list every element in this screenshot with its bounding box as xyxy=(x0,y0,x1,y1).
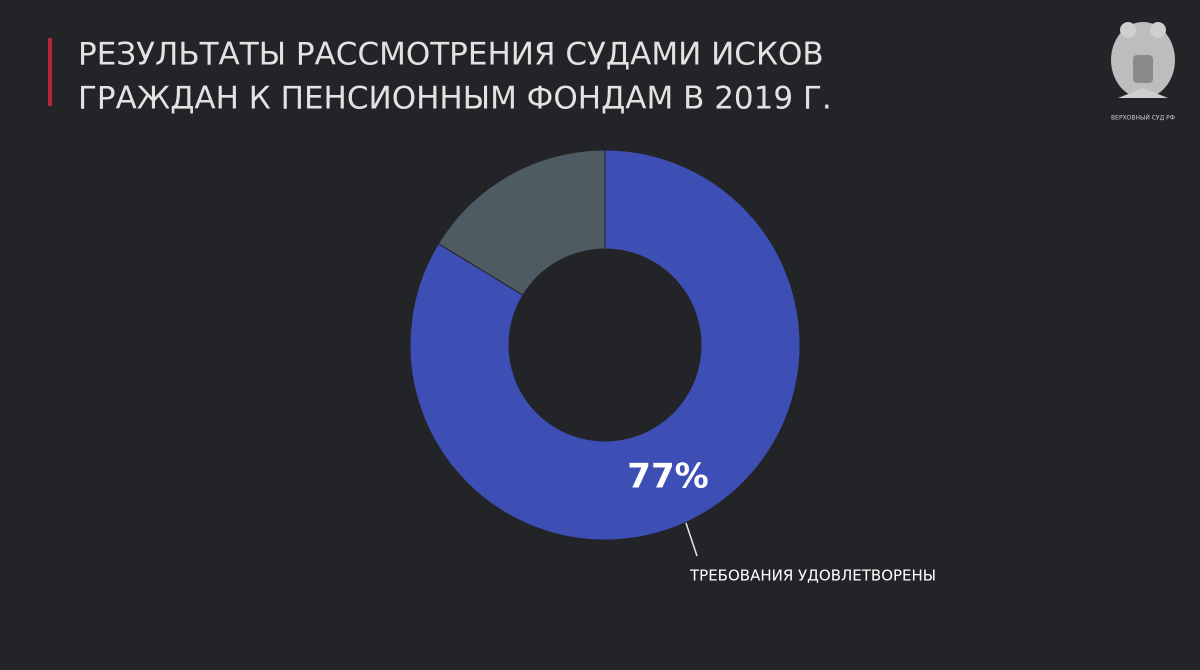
title-accent xyxy=(48,38,52,106)
logo-text: ВЕРХОВНЫЙ СУД РФ xyxy=(1111,115,1175,122)
donut-slice xyxy=(437,149,606,296)
value-label: 77% xyxy=(627,457,708,497)
emblem xyxy=(1111,22,1175,98)
category-label: ТРЕБОВАНИЯ УДОВЛЕТВОРЕНЫ xyxy=(689,567,936,585)
chart-title: ГРАЖДАН К ПЕНСИОННЫМ ФОНДАМ В 2019 Г. xyxy=(78,81,832,117)
donut-slice xyxy=(409,149,801,541)
chart-title: РЕЗУЛЬТАТЫ РАССМОТРЕНИЯ СУДАМИ ИСКОВ xyxy=(78,37,824,73)
